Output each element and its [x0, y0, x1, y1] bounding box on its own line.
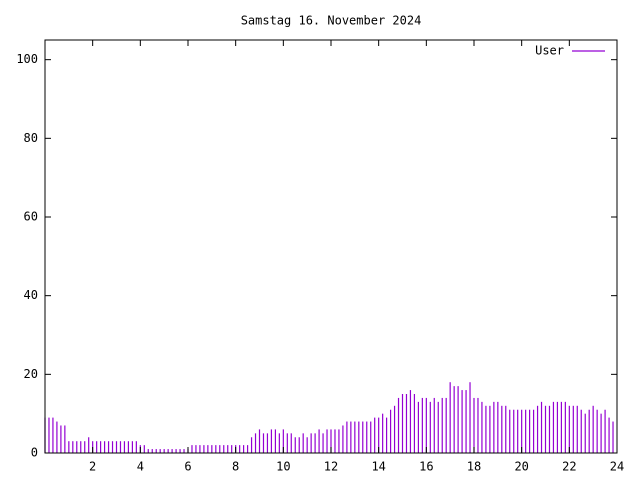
x-tick-label: 12 [324, 460, 338, 474]
x-tick-label: 18 [467, 460, 481, 474]
y-tick-label: 0 [31, 446, 38, 460]
y-tick-label: 80 [24, 131, 38, 145]
y-tick-label: 60 [24, 210, 38, 224]
legend-label: User [535, 44, 564, 58]
y-tick-label: 100 [16, 52, 38, 66]
x-tick-label: 20 [514, 460, 528, 474]
x-tick-label: 6 [184, 460, 191, 474]
x-tick-label: 10 [276, 460, 290, 474]
y-tick-label: 40 [24, 288, 38, 302]
x-tick-label: 24 [610, 460, 624, 474]
plot-frame [44, 39, 618, 454]
x-tick-label: 4 [137, 460, 144, 474]
chart-title: Samstag 16. November 2024 [241, 14, 422, 28]
y-tick-label: 20 [24, 367, 38, 381]
x-tick-label: 16 [419, 460, 433, 474]
x-tick-label: 22 [562, 460, 576, 474]
x-tick-label: 8 [232, 460, 239, 474]
x-tick-label: 14 [371, 460, 385, 474]
x-tick-label: 2 [89, 460, 96, 474]
